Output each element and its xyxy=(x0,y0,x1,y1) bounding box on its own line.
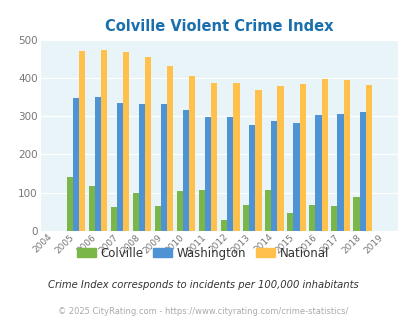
Bar xyxy=(88,186,95,231)
Bar xyxy=(132,193,139,231)
Bar xyxy=(264,190,271,231)
Bar xyxy=(72,98,79,231)
Bar xyxy=(299,84,305,231)
Bar xyxy=(233,83,239,231)
Bar xyxy=(271,121,277,231)
Bar xyxy=(66,178,72,231)
Bar xyxy=(117,103,123,231)
Bar xyxy=(227,117,233,231)
Bar xyxy=(211,83,217,231)
Bar xyxy=(293,123,299,231)
Bar xyxy=(255,90,261,231)
Bar xyxy=(183,111,189,231)
Bar xyxy=(123,52,129,231)
Bar xyxy=(277,86,283,231)
Bar xyxy=(205,116,211,231)
Bar xyxy=(243,205,249,231)
Bar xyxy=(167,66,173,231)
Bar xyxy=(249,125,255,231)
Bar xyxy=(177,191,183,231)
Bar xyxy=(161,104,167,231)
Bar xyxy=(145,57,151,231)
Bar xyxy=(365,85,371,231)
Bar xyxy=(111,207,117,231)
Bar xyxy=(358,112,365,231)
Bar xyxy=(79,51,85,231)
Bar xyxy=(95,97,101,231)
Bar xyxy=(343,80,349,231)
Bar xyxy=(286,214,293,231)
Text: Crime Index corresponds to incidents per 100,000 inhabitants: Crime Index corresponds to incidents per… xyxy=(47,280,358,290)
Bar xyxy=(321,79,327,231)
Bar xyxy=(139,104,145,231)
Legend: Colville, Washington, National: Colville, Washington, National xyxy=(72,242,333,264)
Bar xyxy=(101,50,107,231)
Bar xyxy=(154,206,161,231)
Bar xyxy=(330,206,337,231)
Text: © 2025 CityRating.com - https://www.cityrating.com/crime-statistics/: © 2025 CityRating.com - https://www.city… xyxy=(58,307,347,316)
Bar xyxy=(315,115,321,231)
Bar xyxy=(189,76,195,231)
Bar xyxy=(352,197,358,231)
Bar xyxy=(220,220,227,231)
Title: Colville Violent Crime Index: Colville Violent Crime Index xyxy=(105,19,333,34)
Bar xyxy=(198,190,205,231)
Bar xyxy=(309,205,315,231)
Bar xyxy=(337,114,343,231)
